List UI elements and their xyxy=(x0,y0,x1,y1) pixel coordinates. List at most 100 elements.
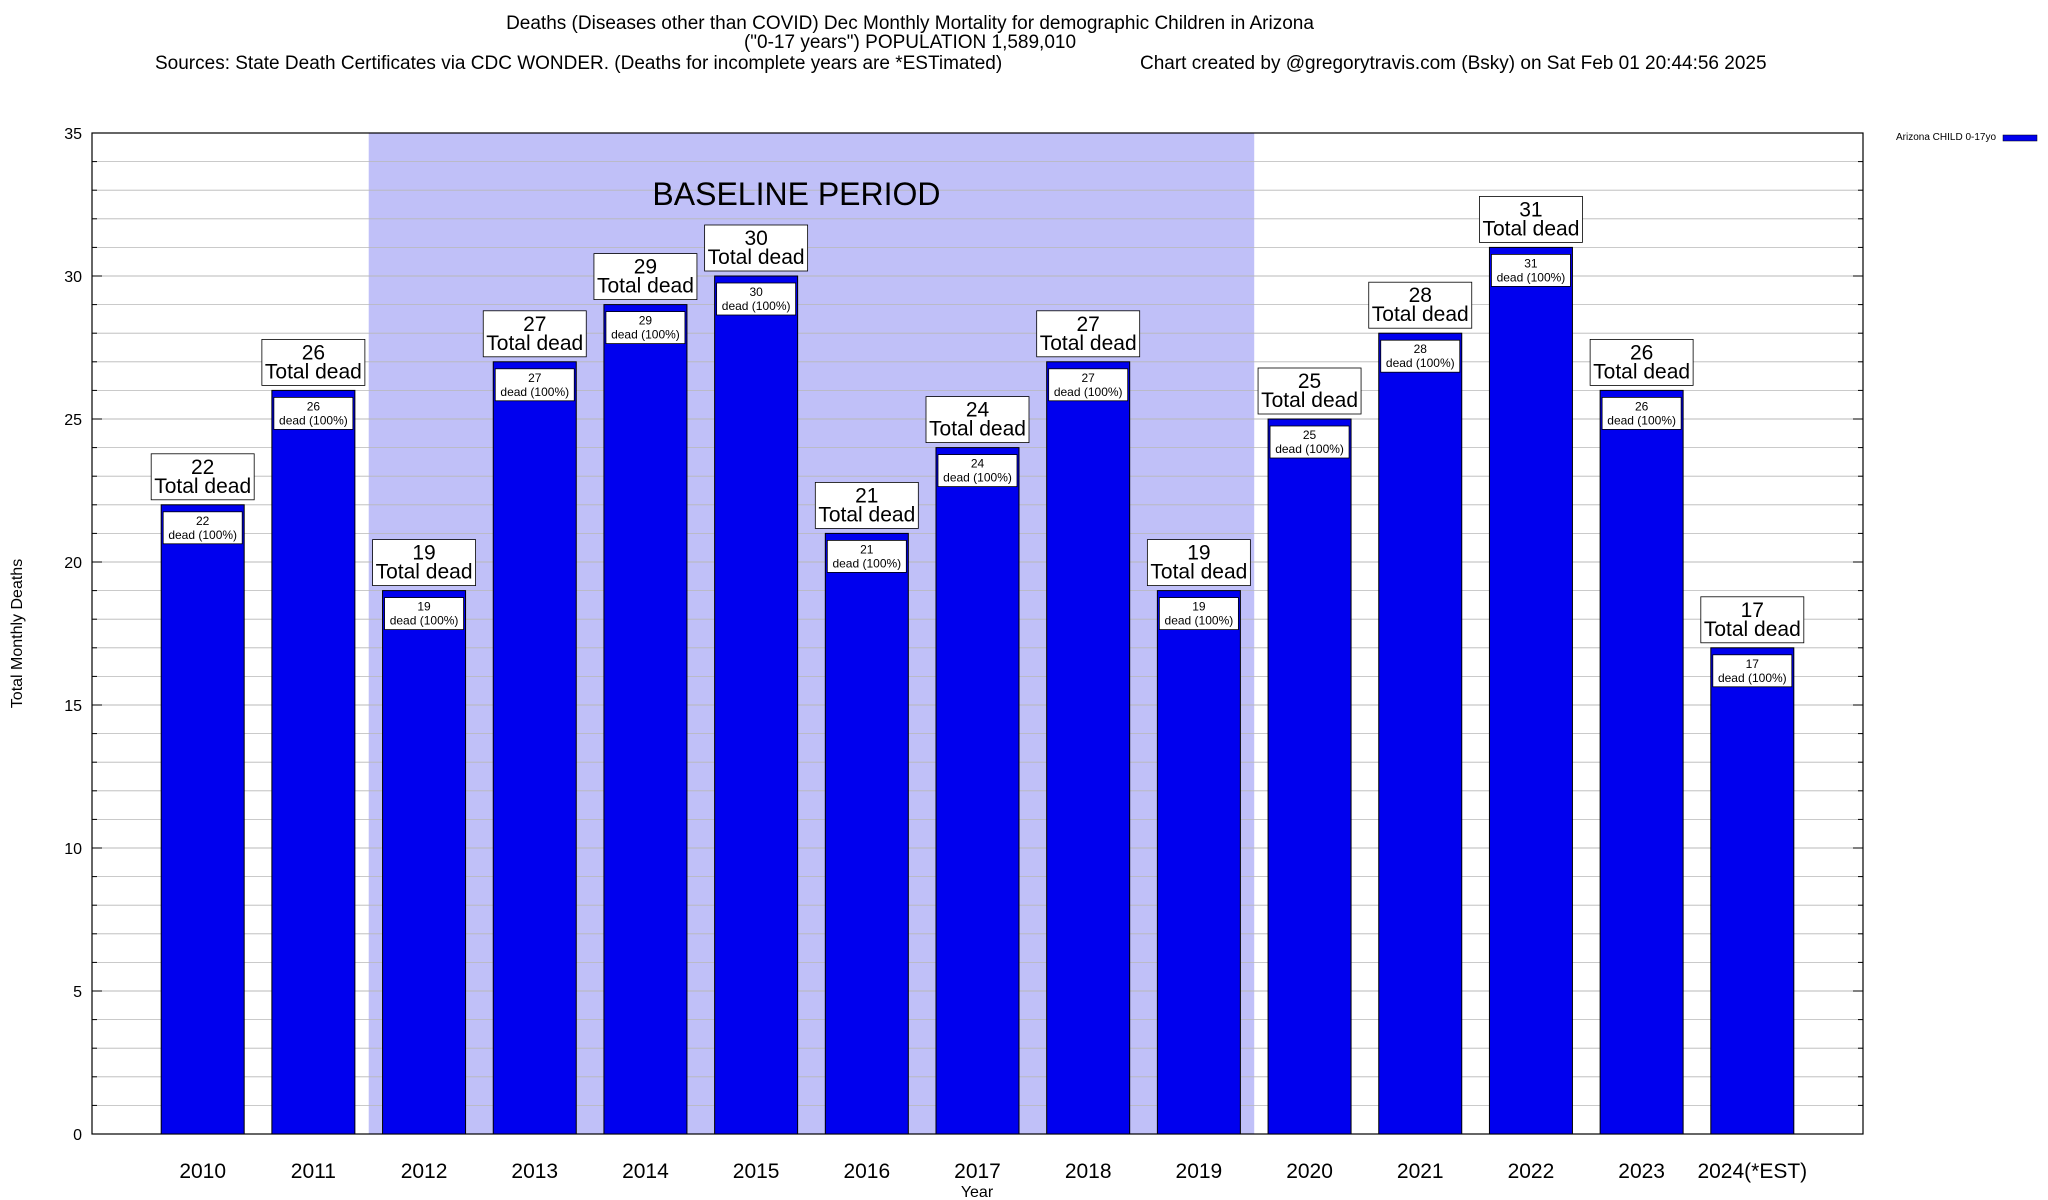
bar-inner-label: dead (100%) xyxy=(832,556,901,570)
bar-inner-label-box xyxy=(1491,253,1571,287)
bar-total-label: Total dead xyxy=(154,475,251,498)
bar-total-label-box xyxy=(1479,195,1583,243)
y-tick-label: 20 xyxy=(64,555,82,572)
bar-inner-label: dead (100%) xyxy=(611,328,680,342)
bar xyxy=(1710,647,1795,1135)
bar-inner-value: 19 xyxy=(1192,600,1206,614)
x-tick-label: 2024(*EST) xyxy=(1697,1160,1807,1183)
bar-inner-label-box xyxy=(384,597,464,630)
chart-title: Deaths (Diseases other than COVID) Dec M… xyxy=(506,13,1314,34)
y-tick-label: 0 xyxy=(73,1127,82,1144)
bar-total-label: Total dead xyxy=(1040,332,1137,355)
bar xyxy=(1267,418,1352,1135)
bar-inner-value: 21 xyxy=(860,542,874,556)
bar-inner-value: 29 xyxy=(639,314,653,328)
y-tick-label: 35 xyxy=(64,126,82,143)
bar-total-label-box xyxy=(372,539,476,586)
bar xyxy=(824,532,909,1135)
y-tick-label: 25 xyxy=(64,412,82,429)
bar-total-label-box xyxy=(1368,281,1473,329)
bar-inner-label: dead (100%) xyxy=(279,413,348,427)
bar-inner-label-box xyxy=(494,368,575,402)
bar-inner-value: 27 xyxy=(1082,371,1096,385)
bar-inner-value: 30 xyxy=(749,285,763,299)
y-tick-label: 30 xyxy=(64,269,82,286)
bar-total-label: Total dead xyxy=(486,332,583,355)
bar-total-value: 30 xyxy=(744,227,767,250)
bar-total-value: 24 xyxy=(966,399,990,422)
bar-total-label-box xyxy=(704,224,809,272)
bar-inner-label: dead (100%) xyxy=(1165,614,1234,628)
bar-inner-label-box xyxy=(1712,654,1793,688)
bar xyxy=(935,447,1020,1135)
bar-total-label: Total dead xyxy=(1593,360,1690,383)
bar-total-value: 19 xyxy=(1187,542,1210,565)
bar xyxy=(492,361,577,1135)
bar-total-value: 27 xyxy=(523,313,546,336)
bar-inner-value: 19 xyxy=(417,600,431,614)
bar-total-label: Total dead xyxy=(1150,561,1247,584)
bar-inner-label-box xyxy=(1380,339,1461,373)
bar-total-label-box xyxy=(261,338,366,386)
bar-inner-value: 26 xyxy=(1635,399,1649,413)
bar-total-value: 31 xyxy=(1519,198,1542,221)
chart-sources: Sources: State Death Certificates via CD… xyxy=(155,53,1003,74)
bar-inner-label-box xyxy=(162,511,243,545)
bar-inner-value: 25 xyxy=(1303,428,1317,442)
x-tick-label: 2017 xyxy=(954,1160,1001,1183)
y-tick-label: 10 xyxy=(64,841,82,858)
bar-total-label-box xyxy=(1700,596,1805,644)
bar-total-label-box xyxy=(150,453,255,501)
x-tick-label: 2012 xyxy=(401,1160,448,1183)
bar-total-value: 27 xyxy=(1077,313,1100,336)
chart-credit: Chart created by @gregorytravis.com (Bsk… xyxy=(1140,53,1767,74)
bar-total-label-box xyxy=(814,481,919,529)
x-tick-label: 2014 xyxy=(622,1160,669,1183)
bar-inner-label: dead (100%) xyxy=(1607,413,1676,427)
bar-inner-label: dead (100%) xyxy=(390,614,459,628)
bar-inner-value: 22 xyxy=(196,514,210,528)
bar-total-label: Total dead xyxy=(1704,618,1801,641)
bar-total-label-box xyxy=(1257,367,1362,415)
bar-inner-label-box xyxy=(1158,597,1239,630)
legend-swatch xyxy=(2002,134,2038,142)
bar xyxy=(1488,246,1573,1135)
bar-inner-label: dead (100%) xyxy=(168,528,237,542)
bar xyxy=(382,590,467,1135)
bar-total-value: 25 xyxy=(1298,370,1321,393)
x-tick-label: 2011 xyxy=(291,1160,336,1183)
x-tick-label: 2015 xyxy=(733,1160,780,1183)
bar-total-label: Total dead xyxy=(929,418,1026,441)
bar-total-value: 29 xyxy=(634,256,657,279)
bar-inner-label: dead (100%) xyxy=(1275,442,1344,456)
x-tick-label: 2016 xyxy=(843,1160,890,1183)
y-axis-label: Total Monthly Deaths xyxy=(9,559,26,708)
bar xyxy=(1599,389,1684,1135)
bar-inner-label-box xyxy=(716,282,797,316)
bar xyxy=(1378,332,1463,1135)
bar-total-label: Total dead xyxy=(1261,389,1358,412)
bar-total-label: Total dead xyxy=(818,503,915,526)
bar-total-value: 26 xyxy=(302,341,325,364)
bar-inner-label-box xyxy=(273,396,354,430)
y-tick-label: 5 xyxy=(73,984,82,1001)
bar xyxy=(603,304,688,1135)
bar-inner-label-box xyxy=(1269,425,1350,459)
x-tick-label: 2019 xyxy=(1176,1160,1223,1183)
bar-total-label-box xyxy=(1146,539,1251,586)
bar-total-value: 22 xyxy=(191,456,214,479)
bar-inner-value: 26 xyxy=(307,399,321,413)
bar xyxy=(271,389,356,1135)
bar-total-label: Total dead xyxy=(708,246,805,269)
bar-inner-label: dead (100%) xyxy=(1054,385,1123,399)
legend-label: Arizona CHILD 0-17yo xyxy=(1896,132,1996,143)
bar-total-value: 26 xyxy=(1630,341,1653,364)
bar-total-label-box xyxy=(482,310,587,358)
x-tick-label: 2022 xyxy=(1508,1160,1555,1183)
bar-inner-value: 31 xyxy=(1524,256,1538,270)
bar-inner-label: dead (100%) xyxy=(943,471,1012,485)
bar-total-label: Total dead xyxy=(1482,217,1579,240)
bar-total-label-box xyxy=(1036,310,1141,358)
x-tick-label: 2010 xyxy=(179,1160,226,1183)
